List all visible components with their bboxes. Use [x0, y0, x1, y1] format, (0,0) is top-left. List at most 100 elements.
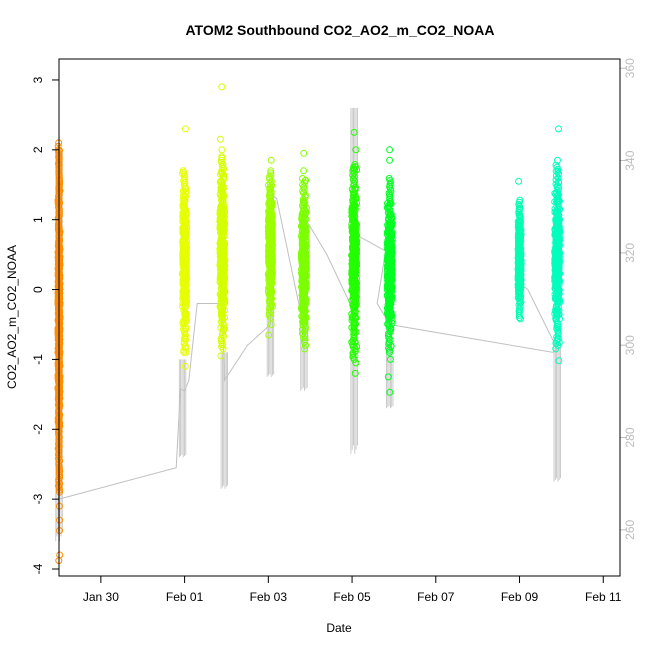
outlier-point — [352, 146, 360, 154]
data-point — [267, 169, 275, 177]
data-point — [218, 179, 226, 187]
data-point — [350, 251, 358, 259]
data-point — [180, 191, 187, 199]
y2-tick-label: 340 — [623, 150, 637, 170]
outlier-point — [554, 156, 561, 164]
data-point — [552, 161, 560, 169]
data-point — [268, 251, 275, 259]
y2-tick-label: 260 — [623, 519, 637, 539]
data-point — [387, 325, 395, 333]
y-tick-label: 0 — [31, 286, 45, 293]
series-7 — [383, 146, 396, 396]
outlier-point — [352, 359, 360, 367]
data-point — [267, 171, 275, 179]
y-tick-label: 1 — [31, 216, 45, 223]
data-point — [182, 206, 190, 214]
data-point — [182, 219, 190, 226]
outlier-point — [218, 83, 226, 91]
outlier-point — [300, 167, 308, 175]
data-point — [554, 212, 562, 219]
data-point — [554, 331, 562, 339]
data-point — [385, 175, 393, 182]
y2-tick-label: 360 — [623, 58, 637, 78]
outlier-point — [555, 125, 562, 133]
data-point — [268, 182, 276, 189]
data-point — [301, 216, 309, 224]
data-point — [217, 335, 225, 342]
data-point — [552, 172, 560, 180]
data-point — [385, 204, 393, 212]
data-point — [350, 173, 358, 181]
x-tick-label: Feb 03 — [250, 590, 288, 604]
plot-frame — [58, 58, 621, 577]
outlier-point — [351, 369, 359, 377]
x-tick-label: Feb 11 — [585, 590, 622, 604]
series-4 — [264, 156, 276, 339]
data-point — [555, 272, 563, 280]
series-3 — [216, 83, 229, 360]
data-point — [384, 225, 392, 233]
series-2 — [179, 125, 191, 370]
outlier-point — [386, 156, 394, 164]
data-point — [349, 282, 357, 290]
outlier-point — [265, 331, 273, 339]
data-point — [301, 193, 309, 201]
y-tick-label: -1 — [31, 354, 45, 365]
x-tick-label: Feb 05 — [333, 590, 371, 604]
data-point — [268, 276, 276, 284]
outlier-point — [181, 362, 189, 370]
x-tick-label: Jan 30 — [83, 590, 119, 604]
data-point — [387, 267, 395, 275]
chart-title: ATOM2 Southbound CO2_AO2_m_CO2_NOAA — [185, 22, 494, 38]
outlier-point — [384, 373, 392, 381]
y-axis-label: CO2_AO2_m_CO2_NOAA — [5, 245, 19, 389]
x-tick-label: Feb 07 — [417, 590, 455, 604]
data-point — [387, 210, 394, 218]
series-5 — [297, 149, 310, 353]
data-point — [552, 176, 560, 184]
data-point — [265, 240, 273, 248]
data-point — [219, 282, 227, 290]
outlier-point — [555, 357, 563, 365]
data-point — [349, 351, 357, 359]
data-point — [219, 211, 227, 219]
outlier-point — [180, 348, 188, 356]
data-point — [299, 292, 307, 300]
data-point — [267, 239, 275, 247]
data-point — [385, 332, 392, 340]
outlier-point — [552, 345, 560, 353]
y-tick-label: 2 — [31, 146, 45, 153]
y-tick-label: -3 — [31, 493, 45, 504]
outlier-point — [300, 149, 308, 157]
data-point — [553, 323, 561, 331]
data-point — [181, 323, 189, 331]
x-axis-label: Date — [326, 621, 352, 635]
data-point — [386, 251, 394, 259]
data-point — [350, 165, 358, 173]
data-point — [352, 194, 360, 202]
data-point — [554, 251, 562, 259]
data-point — [385, 348, 393, 356]
data-point — [220, 324, 228, 332]
x-tick-label: Feb 01 — [166, 590, 204, 604]
data-point — [265, 173, 273, 181]
data-point — [182, 210, 190, 218]
data-point — [299, 263, 307, 270]
data-point — [220, 175, 227, 183]
data-point — [552, 233, 560, 240]
data-point — [351, 309, 359, 317]
y2-tick-label: 280 — [623, 427, 637, 447]
data-point — [221, 261, 228, 269]
outlier-point — [217, 352, 225, 360]
outlier-point — [386, 355, 394, 363]
outlier-point — [267, 156, 275, 164]
data-point — [217, 280, 225, 288]
data-point — [299, 198, 307, 205]
outlier-point — [386, 146, 394, 154]
data-point — [387, 248, 395, 256]
data-point — [515, 287, 522, 295]
data-point — [351, 177, 359, 185]
data-point — [180, 281, 188, 289]
